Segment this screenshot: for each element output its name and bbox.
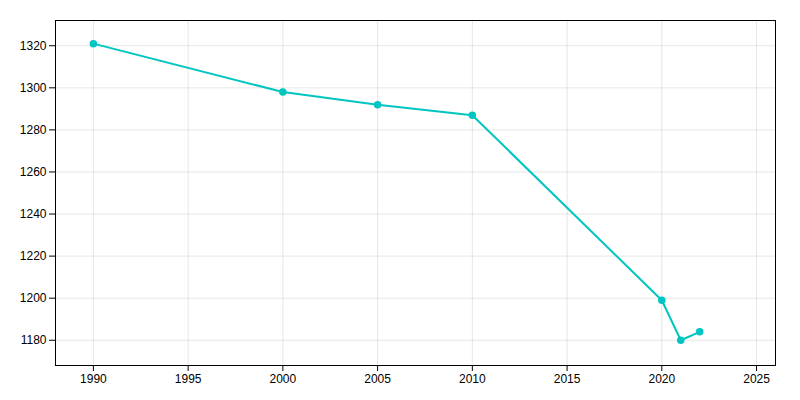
svg-text:2000: 2000 <box>270 372 297 386</box>
svg-text:1320: 1320 <box>20 39 47 53</box>
svg-text:1300: 1300 <box>20 81 47 95</box>
svg-text:1220: 1220 <box>20 249 47 263</box>
svg-text:1240: 1240 <box>20 207 47 221</box>
svg-text:2010: 2010 <box>459 372 486 386</box>
svg-text:1260: 1260 <box>20 165 47 179</box>
svg-text:1995: 1995 <box>175 372 202 386</box>
svg-text:1280: 1280 <box>20 123 47 137</box>
svg-text:2020: 2020 <box>648 372 675 386</box>
svg-text:2025: 2025 <box>743 372 770 386</box>
svg-text:1200: 1200 <box>20 291 47 305</box>
svg-text:2005: 2005 <box>364 372 391 386</box>
svg-text:1990: 1990 <box>80 372 107 386</box>
svg-text:2015: 2015 <box>554 372 581 386</box>
svg-text:1180: 1180 <box>21 333 47 347</box>
